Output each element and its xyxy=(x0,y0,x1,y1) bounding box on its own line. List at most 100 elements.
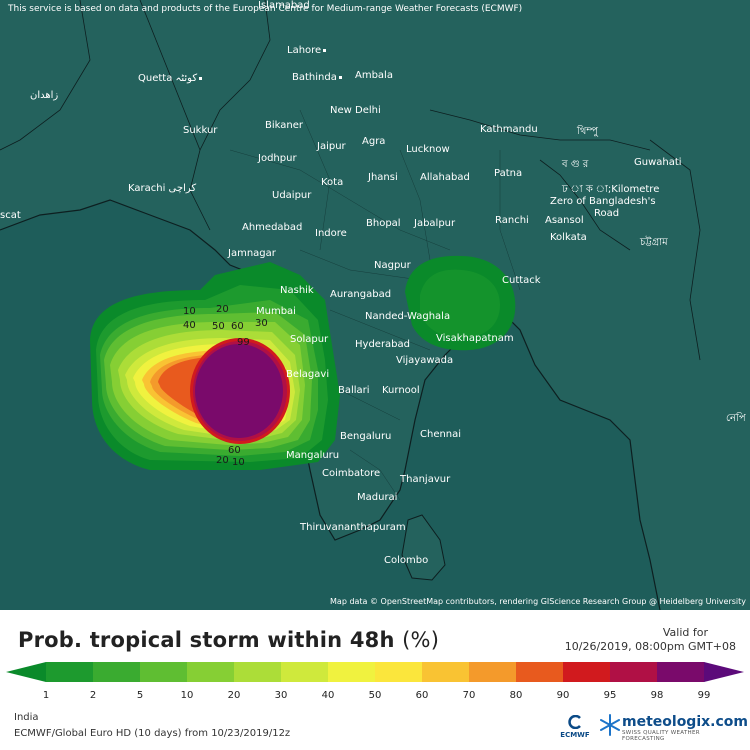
snowflake-icon xyxy=(600,714,620,736)
scale-segment xyxy=(140,662,188,682)
ecmwf-text: ECMWF xyxy=(560,731,590,739)
city-thiruvananthapuram: Thiruvananthapuram xyxy=(300,522,406,533)
city-belagavi: Belagavi xyxy=(286,369,330,380)
scale-tick-label: 2 xyxy=(89,690,97,701)
contour-2-east xyxy=(420,269,500,338)
city-naypyidaw: নেপি xyxy=(726,413,746,424)
brand-tagline: SWISS QUALITY WEATHER FORECASTING xyxy=(622,730,700,742)
scale-segment xyxy=(657,662,705,682)
city-guwahati: Guwahati xyxy=(634,157,682,168)
scale-arrow-right xyxy=(704,662,744,682)
scale-tick-label: 98 xyxy=(650,690,664,701)
city-kurnool: Kurnool xyxy=(382,385,420,396)
city-visakhapatnam: Visakhapatnam xyxy=(436,333,514,344)
storm-probability-bay-of-bengal xyxy=(405,255,516,351)
disclaimer-text: This service is based on data and produc… xyxy=(8,4,523,14)
scale-segment xyxy=(187,662,235,682)
scale-arrow-left xyxy=(6,662,46,682)
scale-tick-label: 30 xyxy=(274,690,288,701)
city-lahore: Lahore xyxy=(287,45,327,56)
city-jabalpur: Jabalpur xyxy=(414,218,456,229)
city-chittagong: চট্টগ্রাম xyxy=(640,237,668,248)
city-mumbai: Mumbai xyxy=(256,306,296,317)
contour-label-20-bottom: 20 xyxy=(216,455,229,466)
scale-tick-label: 95 xyxy=(603,690,617,701)
contour-label-40: 40 xyxy=(183,320,196,331)
contour-label-10-top: 10 xyxy=(183,306,196,317)
scale-tick-label: 80 xyxy=(509,690,523,701)
scale-segment xyxy=(610,662,658,682)
city-asansol: Asansol xyxy=(545,215,584,226)
sri-lanka xyxy=(401,514,446,581)
contour-label-30: 30 xyxy=(255,318,268,329)
valid-time: Valid for 10/26/2019, 08:00pm GMT+08 xyxy=(565,626,736,654)
scale-segment xyxy=(516,662,564,682)
city-bengaluru: Bengaluru xyxy=(340,431,392,442)
color-scale xyxy=(6,662,744,682)
city-ballari: Ballari xyxy=(338,385,370,396)
city-allahabad: Allahabad xyxy=(420,172,470,183)
scale-tick-label: 20 xyxy=(227,690,241,701)
storm-probability-arabian-sea xyxy=(90,262,340,470)
city-jhansi: Jhansi xyxy=(368,172,398,183)
contour-label-60-top: 60 xyxy=(231,321,244,332)
valid-label: Valid for xyxy=(662,626,708,639)
city-coimbatore: Coimbatore xyxy=(322,468,381,479)
contour-99 xyxy=(195,344,283,438)
city-cuttack: Cuttack xyxy=(502,275,541,286)
legend-unit: (%) xyxy=(402,628,440,652)
scale-tick-label: 5 xyxy=(136,690,144,701)
scale-tick-label: 90 xyxy=(556,690,570,701)
map-canvas xyxy=(0,0,750,610)
city-aurangabad: Aurangabad xyxy=(330,289,392,300)
city-jodhpur: Jodhpur xyxy=(258,153,297,164)
meteologix-brand[interactable]: meteologix.com SWISS QUALITY WEATHER FOR… xyxy=(600,714,748,742)
scale-segment xyxy=(46,662,94,682)
city-bathinda: Bathinda xyxy=(292,72,342,83)
forecast-map[interactable]: This service is based on data and produc… xyxy=(0,0,750,610)
city-mangaluru: Mangaluru xyxy=(286,450,340,461)
scale-tick-label: 1 xyxy=(42,690,50,701)
city-sukkur: Sukkur xyxy=(183,125,218,136)
coastline xyxy=(0,199,661,610)
land-area xyxy=(0,0,750,610)
scale-segment xyxy=(93,662,141,682)
city-madurai: Madurai xyxy=(357,492,398,503)
city-ahmedabad: Ahmedabad xyxy=(242,222,303,233)
scale-tick-label: 10 xyxy=(180,690,194,701)
city-vijayawada: Vijayawada xyxy=(396,355,454,366)
scale-segment xyxy=(422,662,470,682)
brand-name[interactable]: meteologix.com xyxy=(622,714,748,730)
city-jamnagar: Jamnagar xyxy=(228,248,276,259)
ecmwf-icon xyxy=(568,714,581,730)
city-jaipur: Jaipur xyxy=(317,141,346,152)
valid-time-value: 10/26/2019, 08:00pm GMT+08 xyxy=(564,640,736,653)
scale-tick-label: 40 xyxy=(321,690,335,701)
city-nanded: Nanded-Waghala xyxy=(365,311,451,322)
scale-segment xyxy=(234,662,282,682)
city-agra: Agra xyxy=(362,136,386,147)
contour-label-50: 50 xyxy=(212,321,225,332)
city-thimphu: থিম্পু xyxy=(577,126,598,137)
city-udaipur: Udaipur xyxy=(272,190,312,201)
city-quetta: Quetta کوئٹہ xyxy=(138,73,203,84)
city-kota: Kota xyxy=(321,177,344,188)
city-lucknow: Lucknow xyxy=(406,144,450,155)
city-bogra: ব গু র xyxy=(562,159,589,170)
city-chennai: Chennai xyxy=(420,429,462,440)
ecmwf-logo: ECMWF xyxy=(558,714,592,739)
city-nagpur: Nagpur xyxy=(374,260,411,271)
scale-tick-label: 50 xyxy=(368,690,382,701)
city-kolkata: Kolkata xyxy=(550,232,587,243)
scale-tick-label: 70 xyxy=(462,690,476,701)
scale-segment xyxy=(469,662,517,682)
contour-label-10-bottom: 10 xyxy=(232,457,245,468)
city-indore: Indore xyxy=(315,228,347,239)
city-kathmandu: Kathmandu xyxy=(480,124,538,135)
city-solapur: Solapur xyxy=(290,334,329,345)
scale-tick-label: 60 xyxy=(415,690,429,701)
contour-label-99: 99 xyxy=(237,337,250,348)
city-thanjavur: Thanjavur xyxy=(400,474,451,485)
city-muscat: scat xyxy=(0,210,21,221)
contour-label-60-bottom: 60 xyxy=(228,445,241,456)
